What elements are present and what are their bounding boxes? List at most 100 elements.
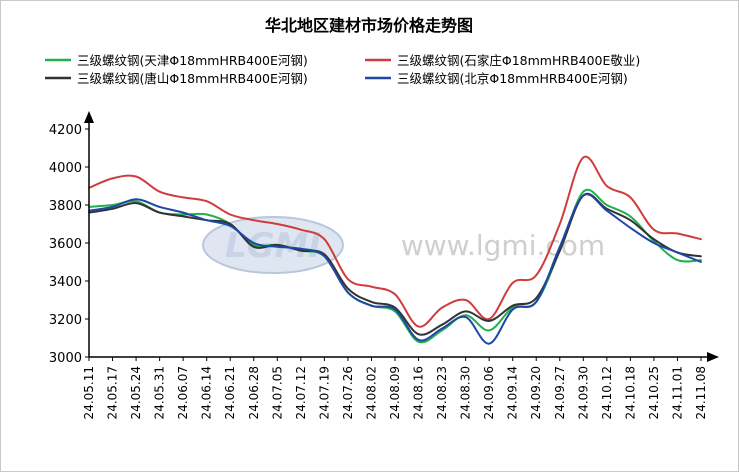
x-tick-label: 24.09.06	[482, 366, 496, 419]
data-point	[464, 310, 467, 313]
data-point	[605, 204, 608, 206]
data-point	[417, 333, 420, 336]
data-point	[582, 194, 585, 197]
data-point	[488, 320, 491, 322]
x-tick-label: 24.08.02	[364, 366, 378, 419]
data-point	[182, 196, 185, 199]
data-point	[135, 200, 138, 203]
data-point	[417, 325, 420, 328]
data-point	[347, 278, 349, 280]
data-point	[676, 259, 679, 261]
data-point	[653, 242, 655, 244]
data-point	[323, 255, 326, 258]
x-tick-label: 24.09.14	[506, 366, 520, 419]
data-point	[276, 245, 279, 248]
legend-label: 三级螺纹钢(唐山Φ18mmHRB400E河钢)	[77, 71, 308, 86]
x-tick-label: 24.11.08	[694, 366, 708, 419]
data-point	[441, 323, 443, 326]
chart-title: 华北地区建材市场价格走势图	[265, 16, 473, 35]
x-tick-label: 24.05.11	[82, 366, 96, 419]
data-point	[535, 297, 538, 299]
y-tick-label: 3000	[49, 351, 82, 366]
data-point	[676, 232, 679, 235]
x-tick-label: 24.07.19	[317, 366, 331, 419]
data-point	[629, 215, 632, 218]
data-point	[135, 175, 138, 178]
data-point	[299, 228, 302, 231]
data-point	[653, 228, 655, 231]
x-tick-label: 24.05.31	[153, 366, 167, 419]
data-point	[205, 200, 208, 203]
x-tick-label: 24.06.07	[176, 366, 190, 419]
data-point	[347, 291, 349, 294]
data-point	[441, 329, 443, 332]
x-tick-label: 24.08.23	[435, 366, 449, 419]
data-point	[488, 342, 491, 345]
data-point	[394, 308, 396, 311]
y-tick-label: 3400	[49, 275, 82, 290]
x-tick-label: 24.08.16	[412, 366, 426, 419]
x-tick-label: 24.07.12	[294, 366, 308, 419]
data-point	[111, 177, 114, 180]
data-point	[558, 223, 561, 225]
data-point	[158, 206, 161, 208]
y-axis-arrow	[84, 111, 94, 123]
data-point	[347, 287, 349, 290]
data-point	[700, 255, 702, 258]
data-point	[441, 306, 443, 309]
data-point	[370, 301, 373, 303]
data-point	[511, 308, 514, 311]
x-tick-label: 24.09.20	[529, 366, 543, 419]
legend-label: 三级螺纹钢(天津Φ18mmHRB400E河钢)	[77, 53, 308, 68]
x-tick-label: 24.06.14	[200, 366, 214, 419]
data-point	[182, 213, 185, 216]
x-tick-label: 24.07.05	[270, 366, 284, 419]
data-point	[653, 238, 655, 241]
data-point	[605, 185, 608, 187]
data-point	[700, 238, 702, 241]
x-tick-label: 24.09.27	[553, 366, 567, 419]
data-point	[582, 190, 585, 193]
data-point	[229, 213, 232, 216]
data-point	[299, 249, 302, 252]
data-point	[276, 244, 279, 246]
y-tick-label: 4200	[49, 123, 82, 138]
data-point	[417, 340, 420, 343]
data-point	[135, 198, 138, 201]
data-point	[700, 259, 702, 261]
data-point	[464, 299, 467, 301]
data-point	[299, 247, 302, 250]
data-point	[605, 209, 608, 212]
x-tick-label: 24.10.25	[647, 366, 661, 419]
data-point	[441, 327, 443, 330]
data-point	[370, 304, 373, 307]
y-tick-label: 4000	[49, 161, 82, 176]
legend-label: 三级螺纹钢(石家庄Φ18mmHRB400E敬业)	[397, 53, 640, 68]
data-point	[252, 245, 255, 248]
data-point	[464, 316, 467, 318]
axes: 3000 3200 3400 3600 3800 4000 4200 24.05.11 24.0…	[49, 111, 719, 419]
data-point	[629, 226, 632, 229]
data-point	[323, 238, 326, 241]
data-point	[229, 225, 232, 227]
data-point	[229, 223, 232, 225]
data-point	[488, 318, 491, 320]
data-point	[676, 251, 679, 254]
x-tick-label: 24.08.30	[459, 366, 473, 419]
data-point	[629, 219, 632, 222]
legend: 三级螺纹钢(天津Φ18mmHRB400E河钢) 三级螺纹钢(石家庄Φ18mmHRB…	[45, 53, 640, 86]
watermark-text: www.lgmi.com	[401, 229, 605, 262]
y-tick-label: 3800	[49, 199, 82, 214]
data-point	[511, 304, 514, 307]
data-point	[582, 156, 585, 159]
data-point	[558, 245, 561, 248]
x-tick-label: 24.05.24	[129, 366, 143, 419]
data-point	[205, 213, 208, 216]
x-tick-label: 24.11.01	[670, 366, 684, 419]
y-tick-label: 3200	[49, 313, 82, 328]
x-tick-label: 24.06.28	[247, 366, 261, 419]
y-tick-label: 3600	[49, 237, 82, 252]
series-line	[88, 155, 702, 328]
x-tick-label: 24.05.17	[106, 366, 120, 419]
data-point	[535, 301, 538, 303]
